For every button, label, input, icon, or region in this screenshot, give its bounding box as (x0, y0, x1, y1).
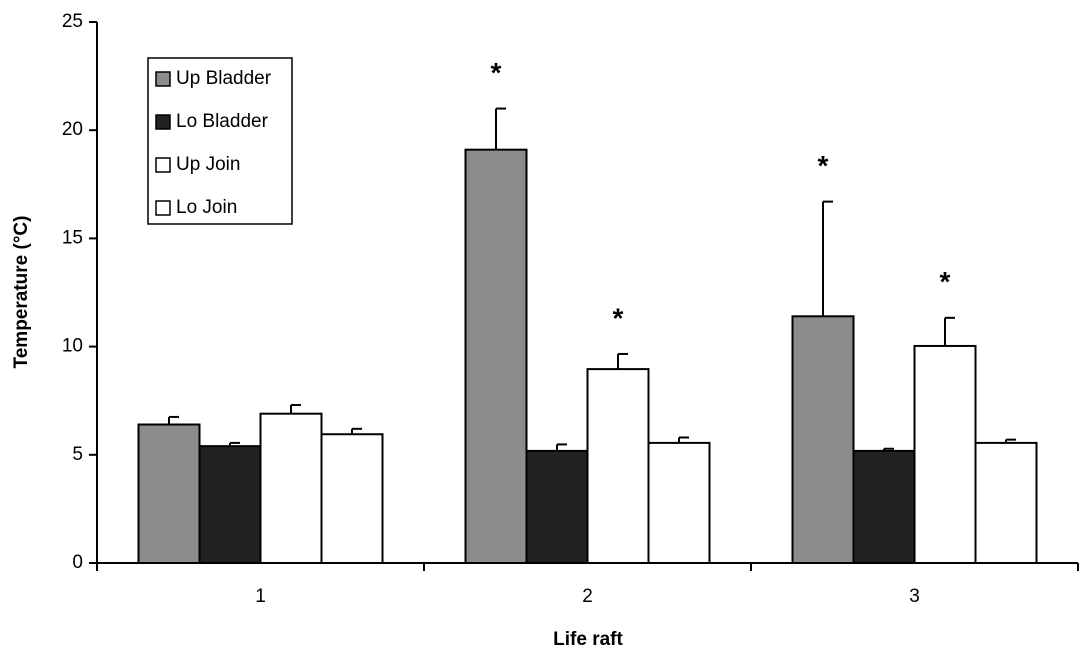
y-axis-label: Temperature (°C) (11, 216, 32, 369)
bar (320, 433, 384, 564)
bar (259, 412, 323, 564)
legend-label: Up Join (176, 154, 240, 175)
significance-marker: * (818, 150, 829, 181)
bar (586, 368, 650, 564)
x-axis-label: Life raft (553, 629, 623, 650)
y-tick-label: 15 (62, 227, 83, 248)
bar (974, 441, 1038, 565)
legend-label: Lo Join (176, 197, 237, 218)
y-tick-label: 0 (72, 552, 83, 573)
bar (852, 449, 916, 564)
bar (137, 423, 201, 564)
significance-marker: * (940, 266, 951, 297)
x-tick-label: 3 (909, 586, 920, 607)
y-tick-label: 20 (62, 119, 83, 140)
legend-label: Up Bladder (176, 68, 272, 89)
y-tick-label: 10 (62, 336, 83, 357)
legend-swatch (155, 114, 171, 130)
legend-box (147, 57, 293, 225)
legend-swatch (155, 200, 171, 216)
y-tick-label: 5 (72, 444, 83, 465)
bar (913, 344, 977, 564)
legend-swatch (155, 157, 171, 173)
bar (198, 445, 262, 565)
significance-marker: * (613, 302, 624, 333)
bar (525, 449, 589, 564)
bar (647, 441, 711, 565)
significance-marker: * (491, 57, 502, 88)
y-tick-label: 25 (62, 11, 83, 32)
legend-swatch (155, 71, 171, 87)
bar (464, 148, 528, 564)
x-tick-label: 1 (255, 586, 266, 607)
x-tick-label: 2 (582, 586, 593, 607)
legend-label: Lo Bladder (176, 111, 269, 132)
bar (791, 315, 855, 564)
